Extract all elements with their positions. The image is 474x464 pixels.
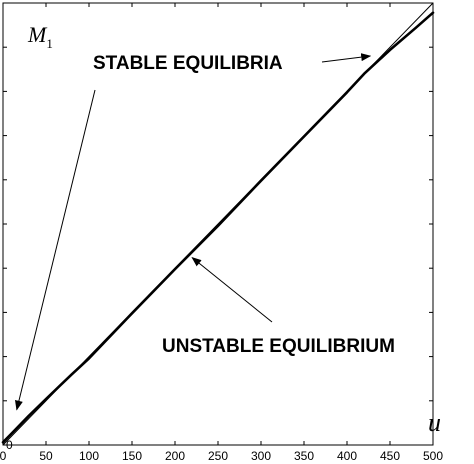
x-tick-label: 0 bbox=[0, 449, 7, 463]
annotation-arrow bbox=[15, 89, 96, 411]
x-tick-label: 250 bbox=[208, 449, 228, 463]
x-tick-label: 400 bbox=[337, 449, 357, 463]
x-tick-label: 450 bbox=[380, 449, 400, 463]
x-tick-label: 200 bbox=[165, 449, 185, 463]
x-tick-label: 300 bbox=[251, 449, 271, 463]
x-tick-label: 100 bbox=[79, 449, 99, 463]
annotation-arrow bbox=[321, 53, 372, 63]
annotation-arrow bbox=[191, 256, 273, 323]
annotation-unstable-equilibrium: UNSTABLE EQUILIBRIUM bbox=[162, 336, 395, 357]
x-tick-label: 350 bbox=[294, 449, 314, 463]
y-axis-label: M1 bbox=[27, 22, 53, 51]
series-line-thin bbox=[2, 2, 434, 446]
series-group bbox=[1, 2, 435, 446]
x-axis-label: u bbox=[428, 408, 441, 437]
y-axis-label-subscript: 1 bbox=[46, 36, 53, 51]
y-tick-label: 0 bbox=[6, 438, 13, 452]
annotation-stable-equilibria: STABLE EQUILIBRIA bbox=[93, 53, 283, 74]
annotation-arrows bbox=[15, 53, 372, 411]
x-tick-label: 500 bbox=[423, 449, 443, 463]
series-line-thick bbox=[1, 11, 435, 444]
x-tick-label: 50 bbox=[39, 449, 53, 463]
tick-labels: 0501001502002503003504004505000501001502… bbox=[0, 0, 443, 463]
x-tick-label: 150 bbox=[122, 449, 142, 463]
